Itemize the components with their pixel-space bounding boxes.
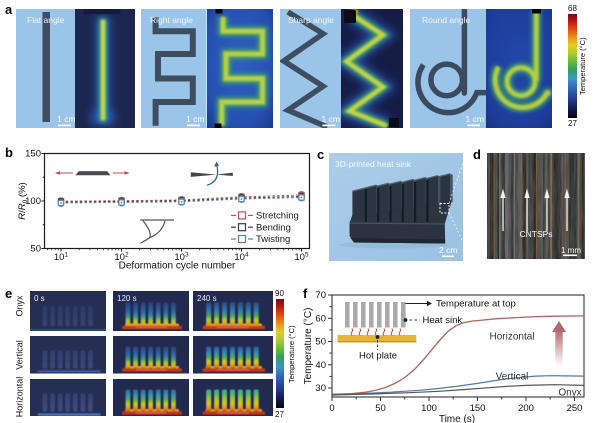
svg-text:50: 50 xyxy=(315,337,326,348)
svg-text:102: 102 xyxy=(114,252,129,264)
svg-text:105: 105 xyxy=(294,252,309,264)
svg-text:0: 0 xyxy=(329,403,334,414)
svg-text:70: 70 xyxy=(315,290,326,301)
svg-text:1 mm: 1 mm xyxy=(561,246,581,255)
svg-text:Twisting: Twisting xyxy=(256,234,290,245)
svg-text:1 cm: 1 cm xyxy=(186,114,204,124)
svg-text:250: 250 xyxy=(567,403,583,414)
svg-text:101: 101 xyxy=(54,252,69,264)
svg-text:103: 103 xyxy=(174,252,189,264)
svg-text:Onyx: Onyx xyxy=(14,295,24,317)
svg-text:2 cm: 2 cm xyxy=(439,245,457,255)
svg-text:R/R0 (%): R/R0 (%) xyxy=(17,182,29,219)
svg-text:60: 60 xyxy=(315,313,326,324)
svg-text:50: 50 xyxy=(375,403,386,414)
svg-text:150: 150 xyxy=(470,403,486,414)
svg-text:Deformation cycle number: Deformation cycle number xyxy=(119,261,236,272)
svg-text:Heat sink: Heat sink xyxy=(423,315,463,326)
svg-text:50: 50 xyxy=(30,244,41,255)
svg-text:100: 100 xyxy=(421,403,437,414)
svg-text:Hot plate: Hot plate xyxy=(359,351,397,362)
svg-text:120 s: 120 s xyxy=(117,294,137,303)
svg-text:Time (s): Time (s) xyxy=(439,414,475,423)
svg-text:104: 104 xyxy=(234,252,249,264)
svg-text:Onyx: Onyx xyxy=(558,388,581,399)
svg-text:Flat angle: Flat angle xyxy=(27,15,65,25)
svg-text:Temperature (°C): Temperature (°C) xyxy=(303,308,314,385)
svg-text:Horizontal: Horizontal xyxy=(489,332,534,343)
svg-text:40: 40 xyxy=(315,360,326,371)
svg-text:Vertical: Vertical xyxy=(14,340,24,370)
svg-text:Sharp angle: Sharp angle xyxy=(288,15,334,25)
svg-text:200: 200 xyxy=(518,403,534,414)
svg-text:Round angle: Round angle xyxy=(422,15,470,25)
svg-text:3D-printed heat sink: 3D-printed heat sink xyxy=(335,159,412,169)
svg-text:1 cm: 1 cm xyxy=(321,114,339,124)
svg-text:0 s: 0 s xyxy=(34,294,45,303)
svg-text:240 s: 240 s xyxy=(197,294,217,303)
svg-text:Temperature at top: Temperature at top xyxy=(436,299,516,310)
svg-text:1 cm: 1 cm xyxy=(57,114,75,124)
svg-text:100: 100 xyxy=(25,196,41,207)
svg-text:30: 30 xyxy=(315,383,326,394)
svg-text:Bending: Bending xyxy=(256,222,291,233)
svg-text:Vertical: Vertical xyxy=(496,372,529,383)
svg-text:150: 150 xyxy=(25,149,41,160)
svg-text:Right angle: Right angle xyxy=(150,15,193,25)
svg-text:CNTSPs: CNTSPs xyxy=(519,229,552,239)
svg-text:1 cm: 1 cm xyxy=(465,114,483,124)
svg-text:Stretching: Stretching xyxy=(256,211,299,222)
svg-text:Horizontal: Horizontal xyxy=(14,377,24,418)
